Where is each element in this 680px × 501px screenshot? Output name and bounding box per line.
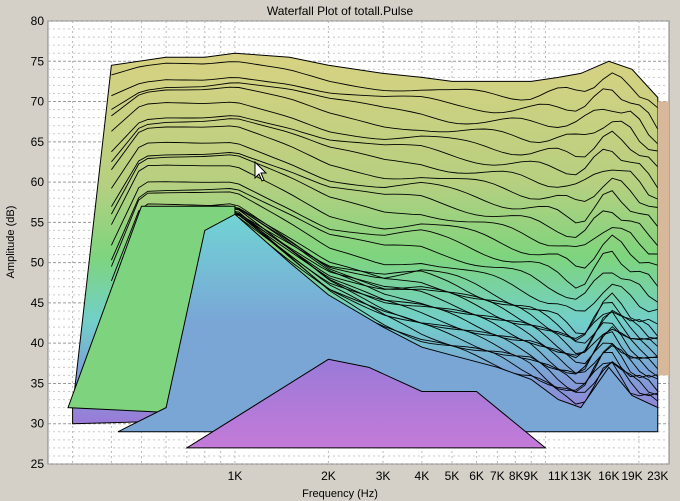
waterfall-slice-line xyxy=(111,82,659,145)
waterfall-slice-line xyxy=(111,101,659,168)
x-tick-label: 3K xyxy=(376,469,391,483)
y-tick-label: 45 xyxy=(31,296,45,310)
x-tick-label: 8K9K xyxy=(509,469,538,483)
x-tick-label: 23K xyxy=(647,469,668,483)
waterfall-slice-line xyxy=(111,154,658,255)
waterfall-slice-line xyxy=(111,61,659,109)
y-tick-label: 75 xyxy=(31,54,45,68)
waterfall-slice-line xyxy=(111,115,659,189)
waterfall-slice-line xyxy=(111,125,658,208)
y-tick-label: 65 xyxy=(31,135,45,149)
y-tick-label: 60 xyxy=(31,175,45,189)
waterfall-slice-line xyxy=(110,191,658,313)
x-tick-label: 5K xyxy=(445,469,460,483)
waterfall-slice-line xyxy=(110,181,659,289)
x-tick-label: 19K xyxy=(621,469,642,483)
waterfall-slice-line xyxy=(110,164,658,269)
waterfall-slice-line xyxy=(111,141,659,227)
y-tick-label: 25 xyxy=(31,457,45,471)
y-tick-label: 70 xyxy=(31,95,45,109)
x-axis-title: Frequency (Hz) xyxy=(302,488,378,500)
y-tick-label: 80 xyxy=(31,14,45,28)
mouse-cursor-icon xyxy=(254,160,268,182)
waterfall-slice-line xyxy=(111,152,659,247)
waterfall-slice-line xyxy=(111,118,658,200)
y-tick-label: 40 xyxy=(31,336,45,350)
y-tick-label: 35 xyxy=(31,376,45,390)
rear-slice-fill xyxy=(117,213,659,433)
y-axis-title: Amplitude (dB) xyxy=(5,206,17,279)
chart-title: Waterfall Plot of totall.Pulse xyxy=(267,4,414,18)
x-tick-label: 7K xyxy=(490,469,505,483)
waterfall-slices xyxy=(67,52,669,449)
x-tick-label: 16K xyxy=(598,469,619,483)
front-purple-slice xyxy=(185,358,547,449)
x-tick-label: 11K xyxy=(548,469,568,483)
x-tick-labels: 1K 2K 3K 4K 5K 6K 7K 8K9K 11K 13K 16K 19K 23K xyxy=(228,469,669,483)
x-tick-label: 13K xyxy=(570,469,591,483)
x-tick-label: 4K xyxy=(415,469,430,483)
y-tick-label: 30 xyxy=(31,417,45,431)
x-tick-label: 1K xyxy=(228,469,243,483)
y-tick-label: 55 xyxy=(31,215,45,229)
x-tick-label: 2K xyxy=(321,469,336,483)
y-tick-labels: 25 30 35 40 45 50 55 60 65 70 75 80 xyxy=(31,14,45,471)
y-tick-label: 50 xyxy=(31,256,45,270)
waterfall-slice-line xyxy=(111,77,659,130)
waterfall-slice-line xyxy=(111,86,658,152)
right-edge-slab xyxy=(657,101,669,376)
waterfall-slice-line xyxy=(110,188,659,303)
x-tick-label: 6K xyxy=(469,469,484,483)
